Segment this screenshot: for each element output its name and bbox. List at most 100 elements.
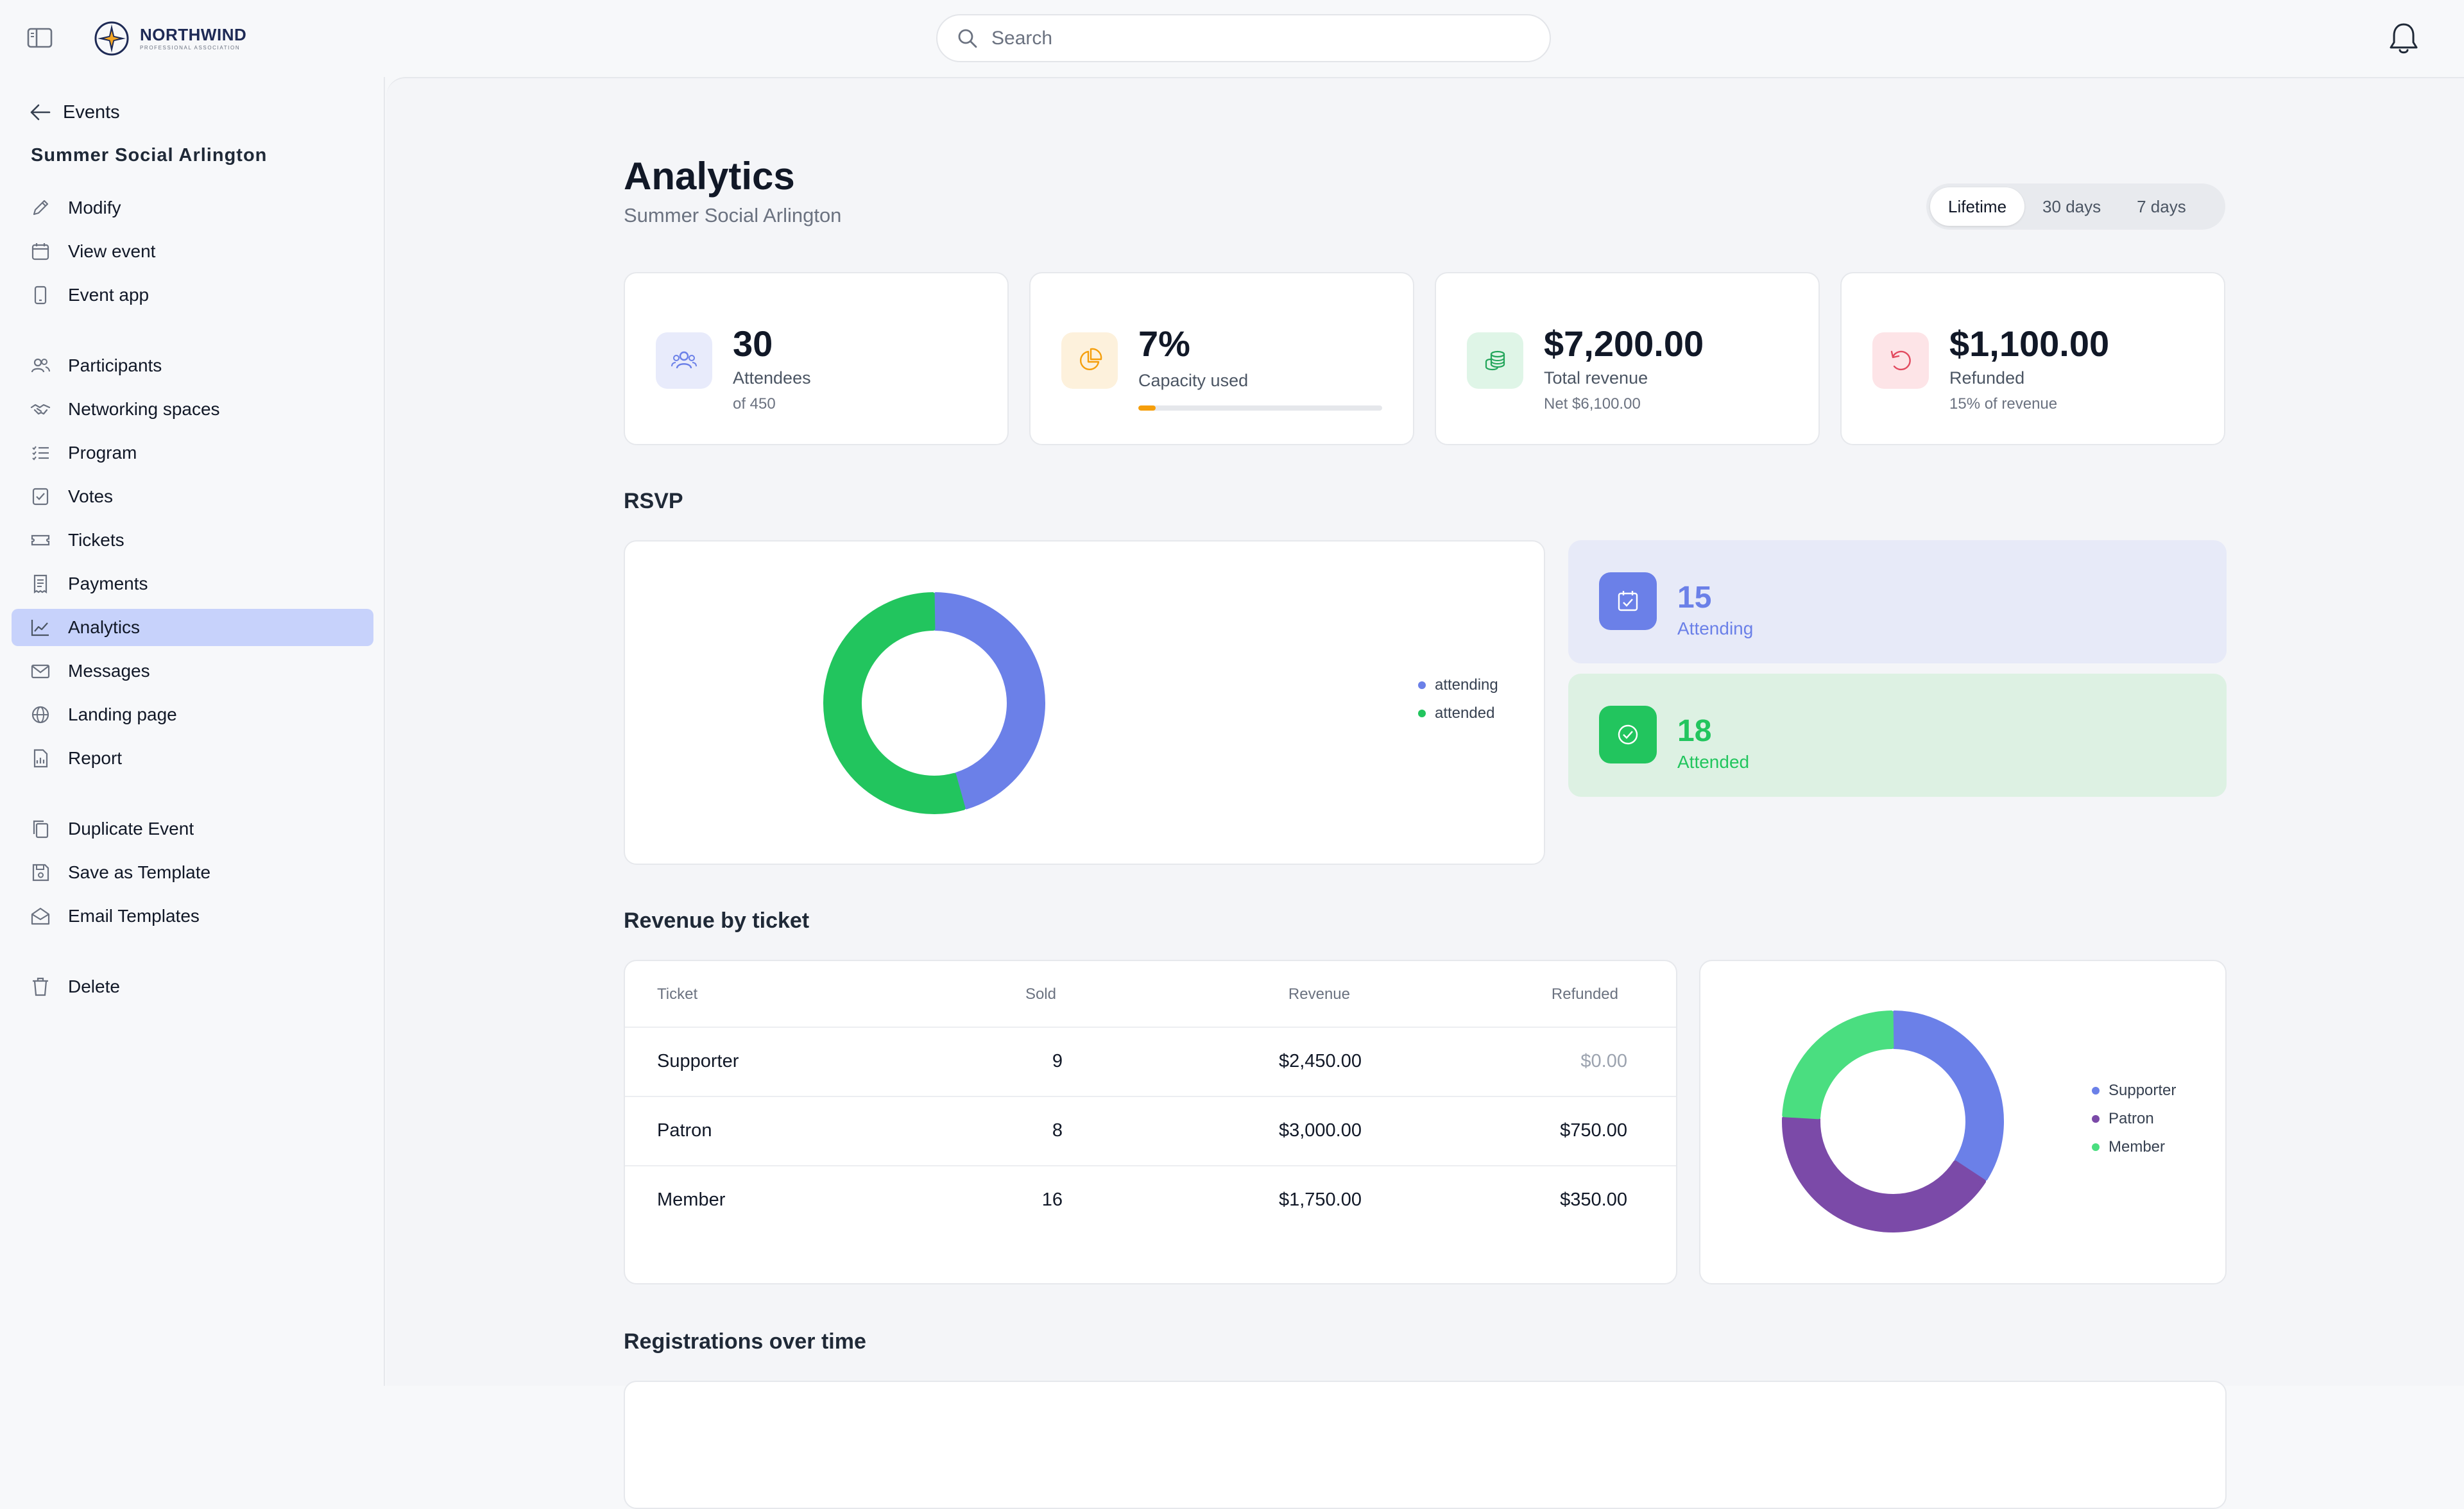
receipt-icon bbox=[33, 574, 47, 594]
sidebar-item-participants[interactable]: Participants bbox=[12, 347, 373, 384]
notifications-bell-icon[interactable] bbox=[2387, 21, 2420, 56]
globe-icon bbox=[31, 706, 49, 724]
range-30-days-button[interactable]: 30 days bbox=[2042, 196, 2101, 216]
sidebar-item-label: Email Templates bbox=[68, 906, 200, 926]
legend-dot bbox=[2092, 1115, 2100, 1123]
table-row[interactable]: Patron 8 $3,000.00 $750.00 bbox=[625, 1096, 1676, 1165]
sidebar-item-duplicate-event[interactable]: Duplicate Event bbox=[12, 810, 373, 848]
sidebar-item-votes[interactable]: Votes bbox=[12, 478, 373, 515]
sidebar-item-messages[interactable]: Messages bbox=[12, 652, 373, 690]
sidebar-item-view-event[interactable]: View event bbox=[12, 233, 373, 270]
attendees-stat-card: 30 Attendees of 450 bbox=[624, 272, 1009, 445]
ticket-sold: 9 bbox=[1052, 1051, 1063, 1071]
sidebar-item-label: Duplicate Event bbox=[68, 819, 194, 839]
trash-icon bbox=[33, 977, 48, 996]
ticket-sold: 8 bbox=[1052, 1120, 1063, 1141]
sidebar-item-label: Program bbox=[68, 443, 137, 463]
donut-slice-supporter[interactable] bbox=[1892, 1010, 2004, 1181]
legend-dot bbox=[1418, 710, 1426, 717]
sidebar-item-delete[interactable]: Delete bbox=[12, 968, 373, 1005]
phone-icon bbox=[34, 286, 47, 305]
users-icon bbox=[31, 358, 50, 373]
sidebar-item-event-app[interactable]: Event app bbox=[12, 277, 373, 314]
column-header-ticket: Ticket bbox=[657, 985, 698, 1003]
column-header-sold: Sold bbox=[1025, 985, 1056, 1003]
sidebar-item-label: Report bbox=[68, 748, 123, 768]
revenue-table-panel: Ticket Sold Revenue Refunded Supporter 9… bbox=[624, 960, 1677, 1284]
donut-slice-patron[interactable] bbox=[1782, 1116, 1987, 1232]
attended-value: 18 bbox=[1677, 714, 1712, 748]
sidebar-item-label: Votes bbox=[68, 486, 114, 506]
capacity-value: 7% bbox=[1138, 323, 1190, 364]
ticket-name: Member bbox=[657, 1189, 726, 1210]
sidebar-item-label: Payments bbox=[68, 574, 148, 593]
sidebar-item-label: Participants bbox=[68, 355, 162, 375]
ticket-name: Supporter bbox=[657, 1051, 739, 1071]
page-title: Analytics bbox=[624, 155, 795, 198]
sidebar-item-program[interactable]: Program bbox=[12, 434, 373, 472]
sidebar-item-report[interactable]: Report bbox=[12, 740, 373, 777]
brand-logo[interactable]: NORTHWIND PROFESSIONAL ASSOCIATION bbox=[94, 18, 246, 59]
donut-slice-attending[interactable] bbox=[933, 592, 1045, 810]
back-to-events-link[interactable]: Events bbox=[28, 90, 120, 135]
sidebar-event-title: Summer Social Arlington bbox=[31, 145, 268, 166]
attended-card: 18 Attended bbox=[1568, 674, 2227, 797]
legend-item-member: Member bbox=[2092, 1133, 2176, 1161]
attending-card: 15 Attending bbox=[1568, 540, 2227, 663]
mail-icon bbox=[31, 664, 50, 679]
sidebar-item-label: Delete bbox=[68, 976, 120, 996]
legend-item-attending: attending bbox=[1418, 671, 1498, 699]
rsvp-legend: attending attended bbox=[1418, 671, 1498, 728]
search-input[interactable] bbox=[990, 26, 1542, 50]
rsvp-chart-panel: attending attended bbox=[624, 540, 1545, 865]
range-7-days-button[interactable]: 7 days bbox=[2137, 196, 2186, 216]
capacity-stat-card: 7% Capacity used bbox=[1029, 272, 1414, 445]
donut-slice-member[interactable] bbox=[1782, 1010, 1894, 1120]
sidebar-item-label: Messages bbox=[68, 661, 150, 681]
compass-logo-icon bbox=[94, 21, 129, 56]
refunded-value: $1,100.00 bbox=[1949, 323, 2110, 364]
sidebar-item-tickets[interactable]: Tickets bbox=[12, 522, 373, 559]
legend-label: Member bbox=[2109, 1138, 2166, 1155]
sidebar-item-payments[interactable]: Payments bbox=[12, 565, 373, 602]
sidebar-item-label: Networking spaces bbox=[68, 399, 220, 419]
main-content: Analytics Summer Social Arlington Lifeti… bbox=[386, 77, 2464, 1509]
calendar-check-icon bbox=[1599, 572, 1657, 630]
sidebar-item-networking-spaces[interactable]: Networking spaces bbox=[12, 391, 373, 428]
ticket-revenue: $2,450.00 bbox=[1278, 1051, 1362, 1071]
attending-label: Attending bbox=[1677, 618, 1754, 638]
legend-dot bbox=[1418, 681, 1426, 689]
sidebar-item-analytics[interactable]: Analytics bbox=[12, 609, 373, 646]
sidebar-item-modify[interactable]: Modify bbox=[12, 189, 373, 226]
sidebar-item-save-as-template[interactable]: Save as Template bbox=[12, 854, 373, 891]
attendees-label: Attendees bbox=[733, 368, 811, 388]
ticket-refunded: $750.00 bbox=[1560, 1120, 1627, 1141]
revenue-value: $7,200.00 bbox=[1544, 323, 1704, 364]
legend-item-supporter: Supporter bbox=[2092, 1077, 2176, 1105]
revenue-chart-panel: Supporter Patron Member bbox=[1699, 960, 2227, 1284]
legend-item-patron: Patron bbox=[2092, 1105, 2176, 1133]
handshake-icon bbox=[30, 404, 51, 415]
rsvp-donut-chart bbox=[823, 592, 1045, 814]
sidebar-item-email-templates[interactable]: Email Templates bbox=[12, 898, 373, 935]
table-row[interactable]: Supporter 9 $2,450.00 $0.00 bbox=[625, 1027, 1676, 1096]
sidebar-toggle-icon[interactable] bbox=[27, 27, 53, 49]
attended-label: Attended bbox=[1677, 752, 1750, 772]
range-lifetime-button[interactable]: Lifetime bbox=[1930, 187, 2025, 226]
table-row[interactable]: Member 16 $1,750.00 $350.00 bbox=[625, 1165, 1676, 1234]
sidebar-item-label: View event bbox=[68, 241, 156, 261]
brand-name: NORTHWIND bbox=[140, 25, 247, 44]
ticket-refunded: $0.00 bbox=[1580, 1051, 1627, 1071]
registrations-section-title: Registrations over time bbox=[624, 1329, 866, 1354]
sidebar-item-landing-page[interactable]: Landing page bbox=[12, 696, 373, 733]
sidebar-item-label: Save as Template bbox=[68, 862, 211, 882]
revenue-label: Total revenue bbox=[1544, 368, 1648, 388]
donut-slice-attended[interactable] bbox=[823, 592, 966, 814]
legend-label: Supporter bbox=[2109, 1082, 2177, 1099]
page-subtitle: Summer Social Arlington bbox=[624, 204, 842, 226]
time-range-switch: Lifetime 30 days 7 days bbox=[1926, 183, 2225, 230]
ballot-icon bbox=[32, 488, 49, 506]
arrow-left-icon bbox=[30, 104, 51, 121]
sidebar-item-label: Tickets bbox=[68, 530, 124, 550]
legend-label: attending bbox=[1435, 676, 1498, 694]
